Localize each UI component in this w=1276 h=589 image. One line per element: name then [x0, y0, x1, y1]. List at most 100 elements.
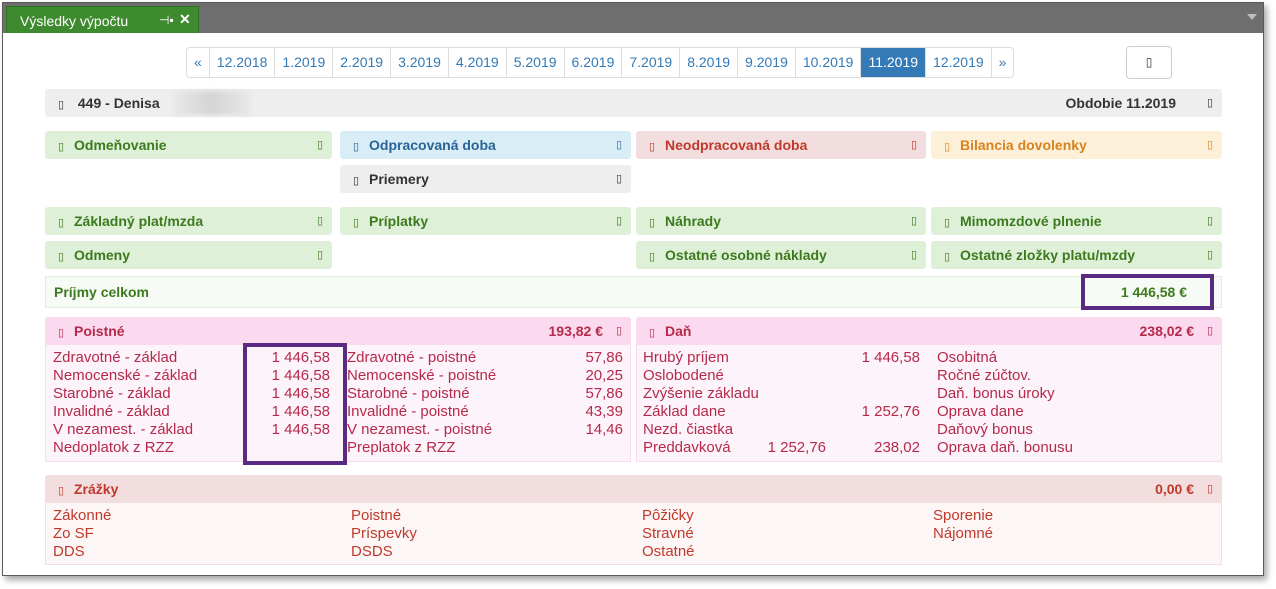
expand-icon[interactable]: ▯ — [615, 139, 622, 151]
tab-title: Výsledky výpočtu — [20, 13, 129, 29]
window-titlebar: Výsledky výpočtu ⊣▪ ✕ — [3, 3, 1263, 33]
section-label: Neodpracovaná doba — [665, 137, 808, 153]
zrazky-total: 0,00 € — [1155, 481, 1194, 497]
section-label: Základný plat/mzda — [74, 213, 204, 229]
tab-vysledky-vypoctu[interactable]: Výsledky výpočtu ⊣▪ ✕ — [6, 6, 199, 33]
expand-icon[interactable]: ▯ — [1206, 325, 1213, 337]
section-icon: ▯ — [353, 175, 360, 187]
expand-icon[interactable]: ▯ — [316, 215, 323, 227]
income-value: 1 446,58 € — [1120, 284, 1187, 300]
poistne-left-label: V nezamest. - základ — [53, 421, 194, 438]
settings-icon: ▯ — [1145, 55, 1153, 69]
zrazky-col1-item: DDS — [53, 543, 85, 560]
section-mimomzdove-plnenie[interactable]: ▯ Mimomzdové plnenie ▯ — [931, 207, 1222, 235]
expand-icon[interactable]: ▯ — [615, 215, 622, 227]
section-icon: ▯ — [58, 217, 65, 229]
pager-month-12-2019[interactable]: 12.2019 — [926, 48, 992, 77]
close-icon[interactable]: ✕ — [179, 11, 191, 27]
window-menu-arrow-icon[interactable] — [1247, 14, 1257, 20]
pager-month-2-2019[interactable]: 2.2019 — [333, 48, 392, 77]
section-label: Mimomzdové plnenie — [960, 213, 1102, 229]
section-zrazky[interactable]: ▯ Zrážky 0,00 € ▯ — [45, 475, 1222, 503]
section-icon: ▯ — [58, 141, 65, 153]
period-label: Obdobie 11.2019 — [1065, 95, 1177, 111]
section-odmenovanie[interactable]: ▯ Odmeňovanie ▯ — [45, 131, 332, 159]
section-neodpracovana-doba[interactable]: ▯ Neodpracovaná doba ▯ — [636, 131, 926, 159]
section-dan[interactable]: ▯ Daň 238,02 € ▯ — [636, 317, 1222, 345]
section-ostatne-zlozky[interactable]: ▯ Ostatné zložky platu/mzdy ▯ — [931, 241, 1222, 269]
pager-month-1-2019[interactable]: 1.2019 — [275, 48, 334, 77]
pager-month-9-2019[interactable]: 9.2019 — [738, 48, 796, 77]
section-bilancia-dovolenky[interactable]: ▯ Bilancia dovolenky ▯ — [931, 131, 1222, 159]
collapse-icon[interactable]: ▯ — [1206, 97, 1213, 109]
poistne-body — [45, 345, 631, 462]
pager-month-8-2019[interactable]: 8.2019 — [680, 48, 739, 77]
poistne-left-value: 1 446,58 — [271, 421, 330, 438]
pager-month-7-2019[interactable]: 7.2019 — [622, 48, 681, 77]
dan-left-label: Oslobodené — [643, 367, 724, 384]
pager-month-10-2019[interactable]: 10.2019 — [796, 48, 862, 77]
section-ostatne-osobne-naklady[interactable]: ▯ Ostatné osobné náklady ▯ — [636, 241, 926, 269]
dan-right-label: Ročné zúčtov. — [937, 367, 1031, 384]
income-label: Príjmy celkom — [54, 284, 149, 300]
dan-left-value: 1 446,58 — [861, 349, 920, 366]
zrazky-col2-item: Poistné — [351, 507, 402, 524]
dan-total: 238,02 € — [1139, 323, 1195, 339]
dan-right-label: Daňový bonus — [937, 421, 1033, 438]
section-priplatky[interactable]: ▯ Príplatky ▯ — [340, 207, 631, 235]
pin-icon[interactable]: ⊣▪ — [159, 13, 174, 27]
poistne-total: 193,82 € — [548, 323, 604, 339]
settings-button[interactable]: ▯ — [1126, 46, 1172, 79]
expand-icon[interactable]: ▯ — [1206, 139, 1213, 151]
section-odmeny[interactable]: ▯ Odmeny ▯ — [45, 241, 332, 269]
section-icon: ▯ — [944, 141, 951, 153]
poistne-right-label: Starobné - poistné — [347, 385, 470, 402]
zrazky-col2-item: Príspevky — [351, 525, 417, 542]
expand-icon[interactable]: ▯ — [1206, 483, 1213, 495]
pager-month-3-2019[interactable]: 3.2019 — [391, 48, 449, 77]
expand-icon[interactable]: ▯ — [615, 173, 622, 185]
pager-month-11-2019[interactable]: 11.2019 — [861, 48, 927, 77]
expand-icon[interactable]: ▯ — [1206, 249, 1213, 261]
section-label: Náhrady — [665, 213, 722, 229]
zrazky-col1-item: Zákonné — [53, 507, 112, 524]
expand-icon[interactable]: ▯ — [910, 215, 917, 227]
expand-icon[interactable]: ▯ — [910, 139, 917, 151]
section-nahrady[interactable]: ▯ Náhrady ▯ — [636, 207, 926, 235]
expand-icon[interactable]: ▯ — [316, 139, 323, 151]
pager-month-5-2019[interactable]: 5.2019 — [507, 48, 565, 77]
pager-month-12-2018[interactable]: 12.2018 — [210, 48, 276, 77]
pager-next[interactable]: » — [998, 54, 1007, 70]
poistne-left-label: Starobné - základ — [53, 385, 171, 402]
zrazky-col3-item: Stravné — [642, 525, 694, 542]
poistne-right-value: 20,25 — [585, 367, 623, 384]
expand-icon[interactable]: ▯ — [910, 249, 917, 261]
pager-month-4-2019[interactable]: 4.2019 — [449, 48, 507, 77]
section-label: Ostatné zložky platu/mzdy — [960, 247, 1136, 263]
expand-icon[interactable]: ▯ — [1206, 215, 1213, 227]
section-icon: ▯ — [353, 141, 360, 153]
zrazky-col3-item: Ostatné — [642, 543, 695, 560]
expand-icon[interactable]: ▯ — [316, 249, 323, 261]
dan-right-label: Oprava daň. bonusu — [937, 439, 1073, 456]
section-priemery[interactable]: ▯ Priemery ▯ — [340, 165, 631, 193]
pager-month-6-2019[interactable]: 6.2019 — [565, 48, 623, 77]
poistne-right-label: Invalidné - poistné — [347, 403, 469, 420]
dan-left-label: Nezd. čiastka — [643, 421, 734, 438]
income-total-row: Príjmy celkom 1 446,58 € — [45, 276, 1222, 308]
poistne-right-value: 57,86 — [585, 385, 623, 402]
poistne-left-value: 1 446,58 — [271, 385, 330, 402]
pager-prev[interactable]: « — [187, 48, 210, 77]
dan-preddavkova-base: 1 252,76 — [767, 439, 826, 456]
section-label: Ostatné osobné náklady — [665, 247, 827, 263]
expand-icon[interactable]: ▯ — [615, 325, 622, 337]
section-poistne[interactable]: ▯ Poistné 193,82 € ▯ — [45, 317, 631, 345]
base-values-highlight-box — [243, 343, 347, 465]
dan-left-label: Hrubý príjem — [643, 349, 729, 366]
section-zakladny-plat[interactable]: ▯ Základný plat/mzda ▯ — [45, 207, 332, 235]
poistne-right-label: Nemocenské - poistné — [347, 367, 497, 384]
section-odpracovana-doba[interactable]: ▯ Odpracovaná doba ▯ — [340, 131, 631, 159]
zrazky-col4-item: Nájomné — [933, 525, 994, 542]
poistne-right-value: 14,46 — [585, 421, 623, 438]
zrazky-col1-item: Zo SF — [53, 525, 94, 542]
